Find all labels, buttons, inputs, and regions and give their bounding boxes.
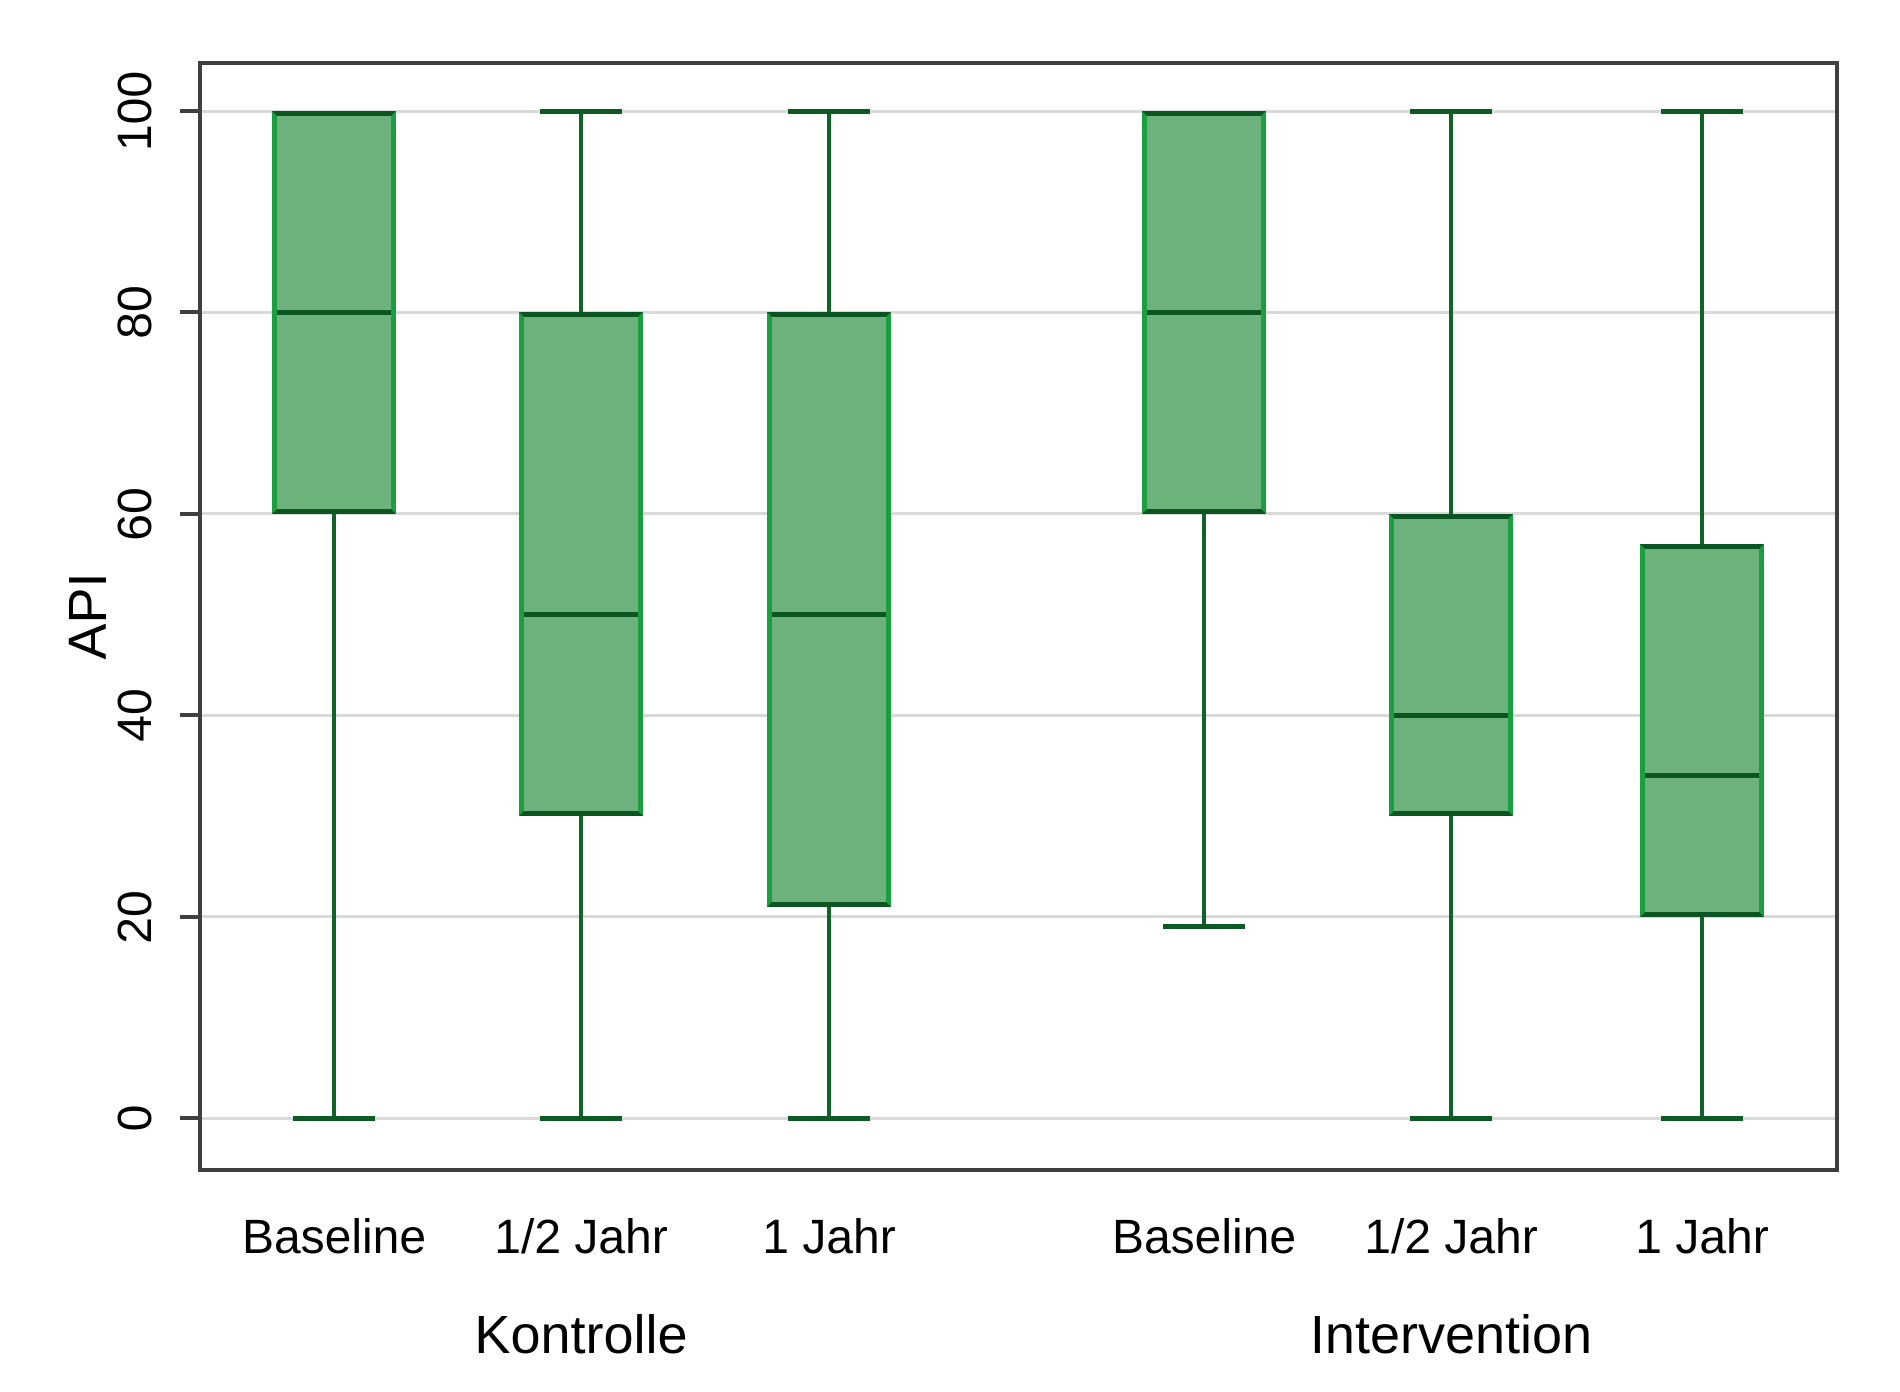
upper-whisker xyxy=(579,111,583,313)
plot-area: 0 20 40 60 80 100 Baseline 1/2 Jahr 1 Jahr Kontro… xyxy=(109,61,1839,1364)
gridline-100 xyxy=(202,109,1835,113)
box-Kontrolle-1/2 Jahr xyxy=(519,312,643,816)
y-axis-tick-20 xyxy=(180,914,198,919)
x-tick-label-Baseline: Baseline xyxy=(241,1211,427,1264)
lower-whisker-cap xyxy=(1661,1115,1743,1121)
y-tick-label-0: 0 xyxy=(109,1104,162,1132)
lower-whisker xyxy=(827,906,831,1118)
x-tick-label-1 Jahr: 1 Jahr xyxy=(1635,1211,1769,1264)
upper-whisker xyxy=(1449,111,1453,514)
y-tick-label-80: 80 xyxy=(109,285,162,340)
lower-whisker-cap xyxy=(293,1115,375,1121)
gridline-0 xyxy=(202,1116,1835,1120)
box-Intervention-1/2 Jahr xyxy=(1389,513,1513,816)
y-axis-tick-80 xyxy=(180,310,198,315)
upper-whisker-cap xyxy=(1410,108,1492,114)
y-axis-tick-60 xyxy=(180,511,198,516)
y-tick-label-100: 100 xyxy=(109,70,162,152)
y-tick-label-60: 60 xyxy=(109,487,162,541)
median-line xyxy=(1645,773,1759,779)
gridline-80 xyxy=(202,310,1835,314)
x-tick-label-1 Jahr: 1 Jahr xyxy=(762,1211,896,1264)
y-tick-label-40: 40 xyxy=(109,688,162,742)
x-tick-label-Baseline: Baseline xyxy=(1111,1211,1297,1264)
upper-whisker-cap xyxy=(1661,108,1743,114)
upper-whisker xyxy=(827,111,831,313)
upper-whisker xyxy=(1700,111,1704,544)
y-axis-tick-100 xyxy=(180,109,198,113)
group-label-Kontrolle: Kontrolle xyxy=(474,1305,688,1365)
box-Kontrolle-1 Jahr xyxy=(767,312,891,907)
gridline-60 xyxy=(202,512,1835,516)
lower-whisker-cap xyxy=(1163,924,1245,930)
x-tick-label-1/2 Jahr: 1/2 Jahr xyxy=(1364,1211,1538,1264)
gridline-20 xyxy=(202,915,1835,919)
group-label-Intervention: Intervention xyxy=(1309,1305,1593,1365)
lower-whisker-cap xyxy=(540,1115,622,1121)
y-tick-label-20: 20 xyxy=(109,889,162,944)
plot-inner: 0 20 40 60 80 100 Baseline 1/2 Jahr 1 Jahr Kontro… xyxy=(109,65,1835,1364)
median-line xyxy=(277,309,391,315)
upper-whisker-cap xyxy=(540,108,622,114)
lower-whisker xyxy=(579,815,583,1118)
median-line xyxy=(1147,309,1261,315)
lower-whisker xyxy=(332,513,336,1118)
x-tick-label-1/2 Jahr: 1/2 Jahr xyxy=(494,1211,668,1264)
lower-whisker xyxy=(1700,916,1704,1118)
median-line xyxy=(1394,712,1508,718)
median-line xyxy=(772,612,886,617)
lower-whisker-cap xyxy=(1410,1115,1492,1121)
y-axis-tick-40 xyxy=(180,713,198,718)
lower-whisker xyxy=(1202,513,1206,927)
y-axis-title: API xyxy=(58,572,118,660)
box-Intervention-1 Jahr xyxy=(1640,544,1764,917)
y-axis-tick-0 xyxy=(180,1116,198,1120)
upper-whisker-cap xyxy=(788,108,870,114)
lower-whisker-cap xyxy=(788,1115,870,1121)
gridline-40 xyxy=(202,713,1835,717)
lower-whisker xyxy=(1449,815,1453,1118)
median-line xyxy=(524,612,638,617)
